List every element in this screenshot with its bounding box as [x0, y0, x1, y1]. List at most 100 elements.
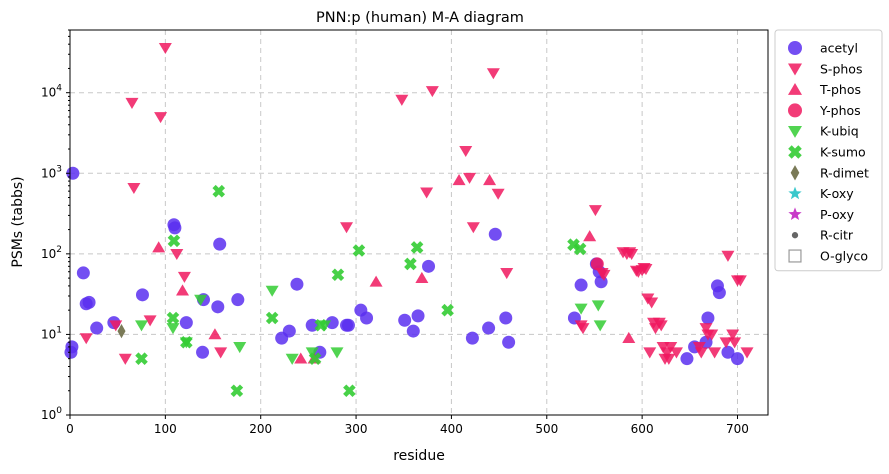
- legend-label: K-ubiq: [820, 124, 859, 139]
- data-point-s-phos: [654, 320, 668, 332]
- x-tick-label: 400: [440, 422, 463, 436]
- data-point-s-phos: [466, 222, 480, 234]
- data-point-t-phos: [208, 328, 222, 340]
- legend-marker-p-oxy: [788, 207, 802, 221]
- data-point-acetyl: [411, 309, 425, 323]
- data-point-s-phos: [154, 112, 168, 124]
- legend-label: R-citr: [820, 228, 854, 243]
- data-point-t-phos: [583, 230, 597, 242]
- data-point-k-ubiq: [233, 342, 247, 354]
- data-point-acetyl: [465, 331, 479, 345]
- data-point-s-phos: [699, 323, 713, 335]
- x-tick-label: 100: [154, 422, 177, 436]
- plot-frame: [69, 29, 769, 416]
- data-point-k-sumo: [212, 184, 226, 198]
- data-point-acetyl: [76, 266, 90, 280]
- data-point-acetyl: [282, 324, 296, 338]
- data-point-s-phos: [588, 205, 602, 217]
- y-tick-label: 101: [41, 325, 62, 341]
- data-point-acetyl: [488, 227, 502, 241]
- data-point-s-phos: [643, 347, 657, 359]
- data-point-s-phos: [645, 297, 659, 309]
- y-axis: 100 101 102 103 104: [41, 29, 70, 422]
- data-point-k-ubiq: [591, 300, 605, 312]
- data-point-acetyl: [422, 259, 436, 273]
- data-point-k-ubiq: [166, 323, 180, 335]
- data-point-k-sumo: [573, 242, 587, 256]
- data-point-s-phos: [177, 271, 191, 283]
- data-point-s-phos: [143, 315, 157, 327]
- data-point-k-sumo: [331, 268, 345, 282]
- data-point-s-phos: [127, 182, 141, 194]
- data-point-acetyl: [712, 286, 726, 300]
- data-point-acetyl: [135, 288, 149, 302]
- data-point-s-phos: [158, 43, 172, 55]
- data-point-s-phos: [733, 275, 747, 287]
- data-point-s-phos: [463, 172, 477, 184]
- data-point-acetyl: [82, 295, 96, 309]
- data-point-acetyl: [499, 311, 513, 325]
- data-point-acetyl: [65, 340, 79, 354]
- legend-label: K-sumo: [820, 145, 866, 160]
- data-point-s-phos: [726, 329, 740, 341]
- legend: acetyl S-phos T-phos Y-phos K-ubiq K-sumo R-di…: [774, 29, 883, 272]
- data-point-t-phos: [152, 241, 166, 253]
- data-point-acetyl: [482, 321, 496, 335]
- data-point-s-phos: [340, 222, 354, 234]
- data-point-y-phos: [590, 257, 604, 271]
- data-point-s-phos: [639, 264, 653, 276]
- legend-box: [774, 29, 883, 272]
- data-point-k-sumo: [265, 311, 279, 325]
- data-point-k-ubiq: [285, 353, 299, 365]
- legend-label: S-phos: [820, 61, 862, 76]
- data-point-s-phos: [721, 250, 735, 262]
- data-point-acetyl: [730, 352, 744, 366]
- legend-label: R-dimet: [820, 165, 869, 180]
- x-tick-label: 200: [249, 422, 272, 436]
- data-point-k-sumo: [352, 244, 366, 257]
- legend-marker-y-phos: [788, 103, 802, 118]
- data-point-s-phos: [486, 68, 500, 80]
- data-point-k-sumo: [410, 241, 424, 254]
- data-point-s-phos: [694, 347, 708, 359]
- data-point-t-phos: [452, 174, 466, 186]
- x-axis: 0 100 200 300 400 500 600 700: [66, 415, 749, 436]
- data-point-s-phos: [214, 347, 228, 359]
- y-tick-label: 102: [41, 245, 62, 261]
- legend-label: Y-phos: [819, 103, 861, 118]
- data-point-acetyl: [341, 318, 355, 332]
- y-tick-label: 103: [41, 164, 62, 180]
- data-point-s-phos: [118, 353, 132, 365]
- legend-label: P-oxy: [820, 207, 855, 222]
- data-point-acetyl: [231, 293, 245, 307]
- chart-title: PNN:p (human) M-A diagram: [316, 10, 524, 26]
- data-point-s-phos: [500, 268, 514, 280]
- data-point-k-sumo: [135, 352, 148, 365]
- y-axis-label: PSMs (tabbs): [10, 176, 26, 267]
- data-point-acetyl: [701, 311, 715, 325]
- y-tick-label: 100: [41, 406, 62, 422]
- data-points: [64, 43, 754, 398]
- data-point-s-phos: [491, 188, 505, 200]
- data-point-acetyl: [398, 313, 412, 327]
- legend-marker-k-ubiq: [788, 125, 802, 138]
- data-point-k-ubiq: [574, 303, 588, 315]
- legend-label: O-glyco: [820, 249, 868, 264]
- data-point-acetyl: [360, 311, 374, 325]
- data-point-s-phos: [719, 337, 733, 349]
- y-tick-label: 104: [41, 84, 62, 100]
- data-point-acetyl: [290, 277, 304, 291]
- data-point-k-sumo: [308, 352, 322, 365]
- data-point-k-sumo: [230, 384, 244, 398]
- data-point-k-sumo: [314, 318, 328, 332]
- data-point-acetyl: [721, 345, 735, 359]
- data-point-acetyl: [179, 316, 193, 330]
- data-point-k-ubiq: [194, 294, 208, 306]
- data-point-s-phos: [109, 320, 123, 332]
- data-point-k-sumo: [166, 311, 180, 325]
- data-point-s-phos: [728, 337, 742, 349]
- data-point-s-phos: [625, 248, 639, 261]
- data-point-t-phos: [176, 284, 190, 296]
- data-point-acetyl: [168, 221, 182, 235]
